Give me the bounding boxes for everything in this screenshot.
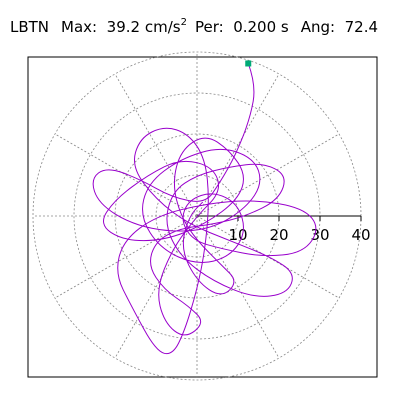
radial-tick-label: 20 — [269, 226, 288, 244]
radial-tick-label: 40 — [351, 226, 370, 244]
station-code: LBTN — [10, 18, 50, 36]
grid-spoke — [114, 215, 198, 359]
angle-label: Ang: — [300, 18, 336, 36]
period-label: Per: — [194, 18, 224, 36]
radial-tick-label: 30 — [310, 226, 329, 244]
header-readout: LBTN Max: 39.2 cm/s2 Per: 0.200 s Ang: 72.4 — [10, 17, 379, 36]
orbit-trace — [92, 63, 317, 355]
plot-frame — [27, 56, 378, 378]
grid-spoke — [196, 215, 280, 359]
grid-spoke — [196, 73, 280, 217]
radial-tick-labels: 10 20 30 40 — [228, 226, 370, 244]
grid-spoke — [54, 215, 198, 299]
radial-axis — [197, 215, 362, 221]
period-value: 0.200 s — [233, 18, 289, 36]
max-unit-exponent: 2 — [180, 17, 187, 28]
angle-value: 72.4 — [344, 18, 379, 36]
max-label: Max: — [61, 18, 98, 36]
grid-spoke — [54, 133, 198, 217]
grid-spoke — [196, 133, 340, 217]
max-value: 39.2 — [106, 18, 141, 36]
grid-spoke — [114, 73, 198, 217]
max-unit: cm/s — [144, 18, 181, 36]
peak-marker — [245, 60, 252, 67]
radial-tick-label: 10 — [228, 226, 247, 244]
